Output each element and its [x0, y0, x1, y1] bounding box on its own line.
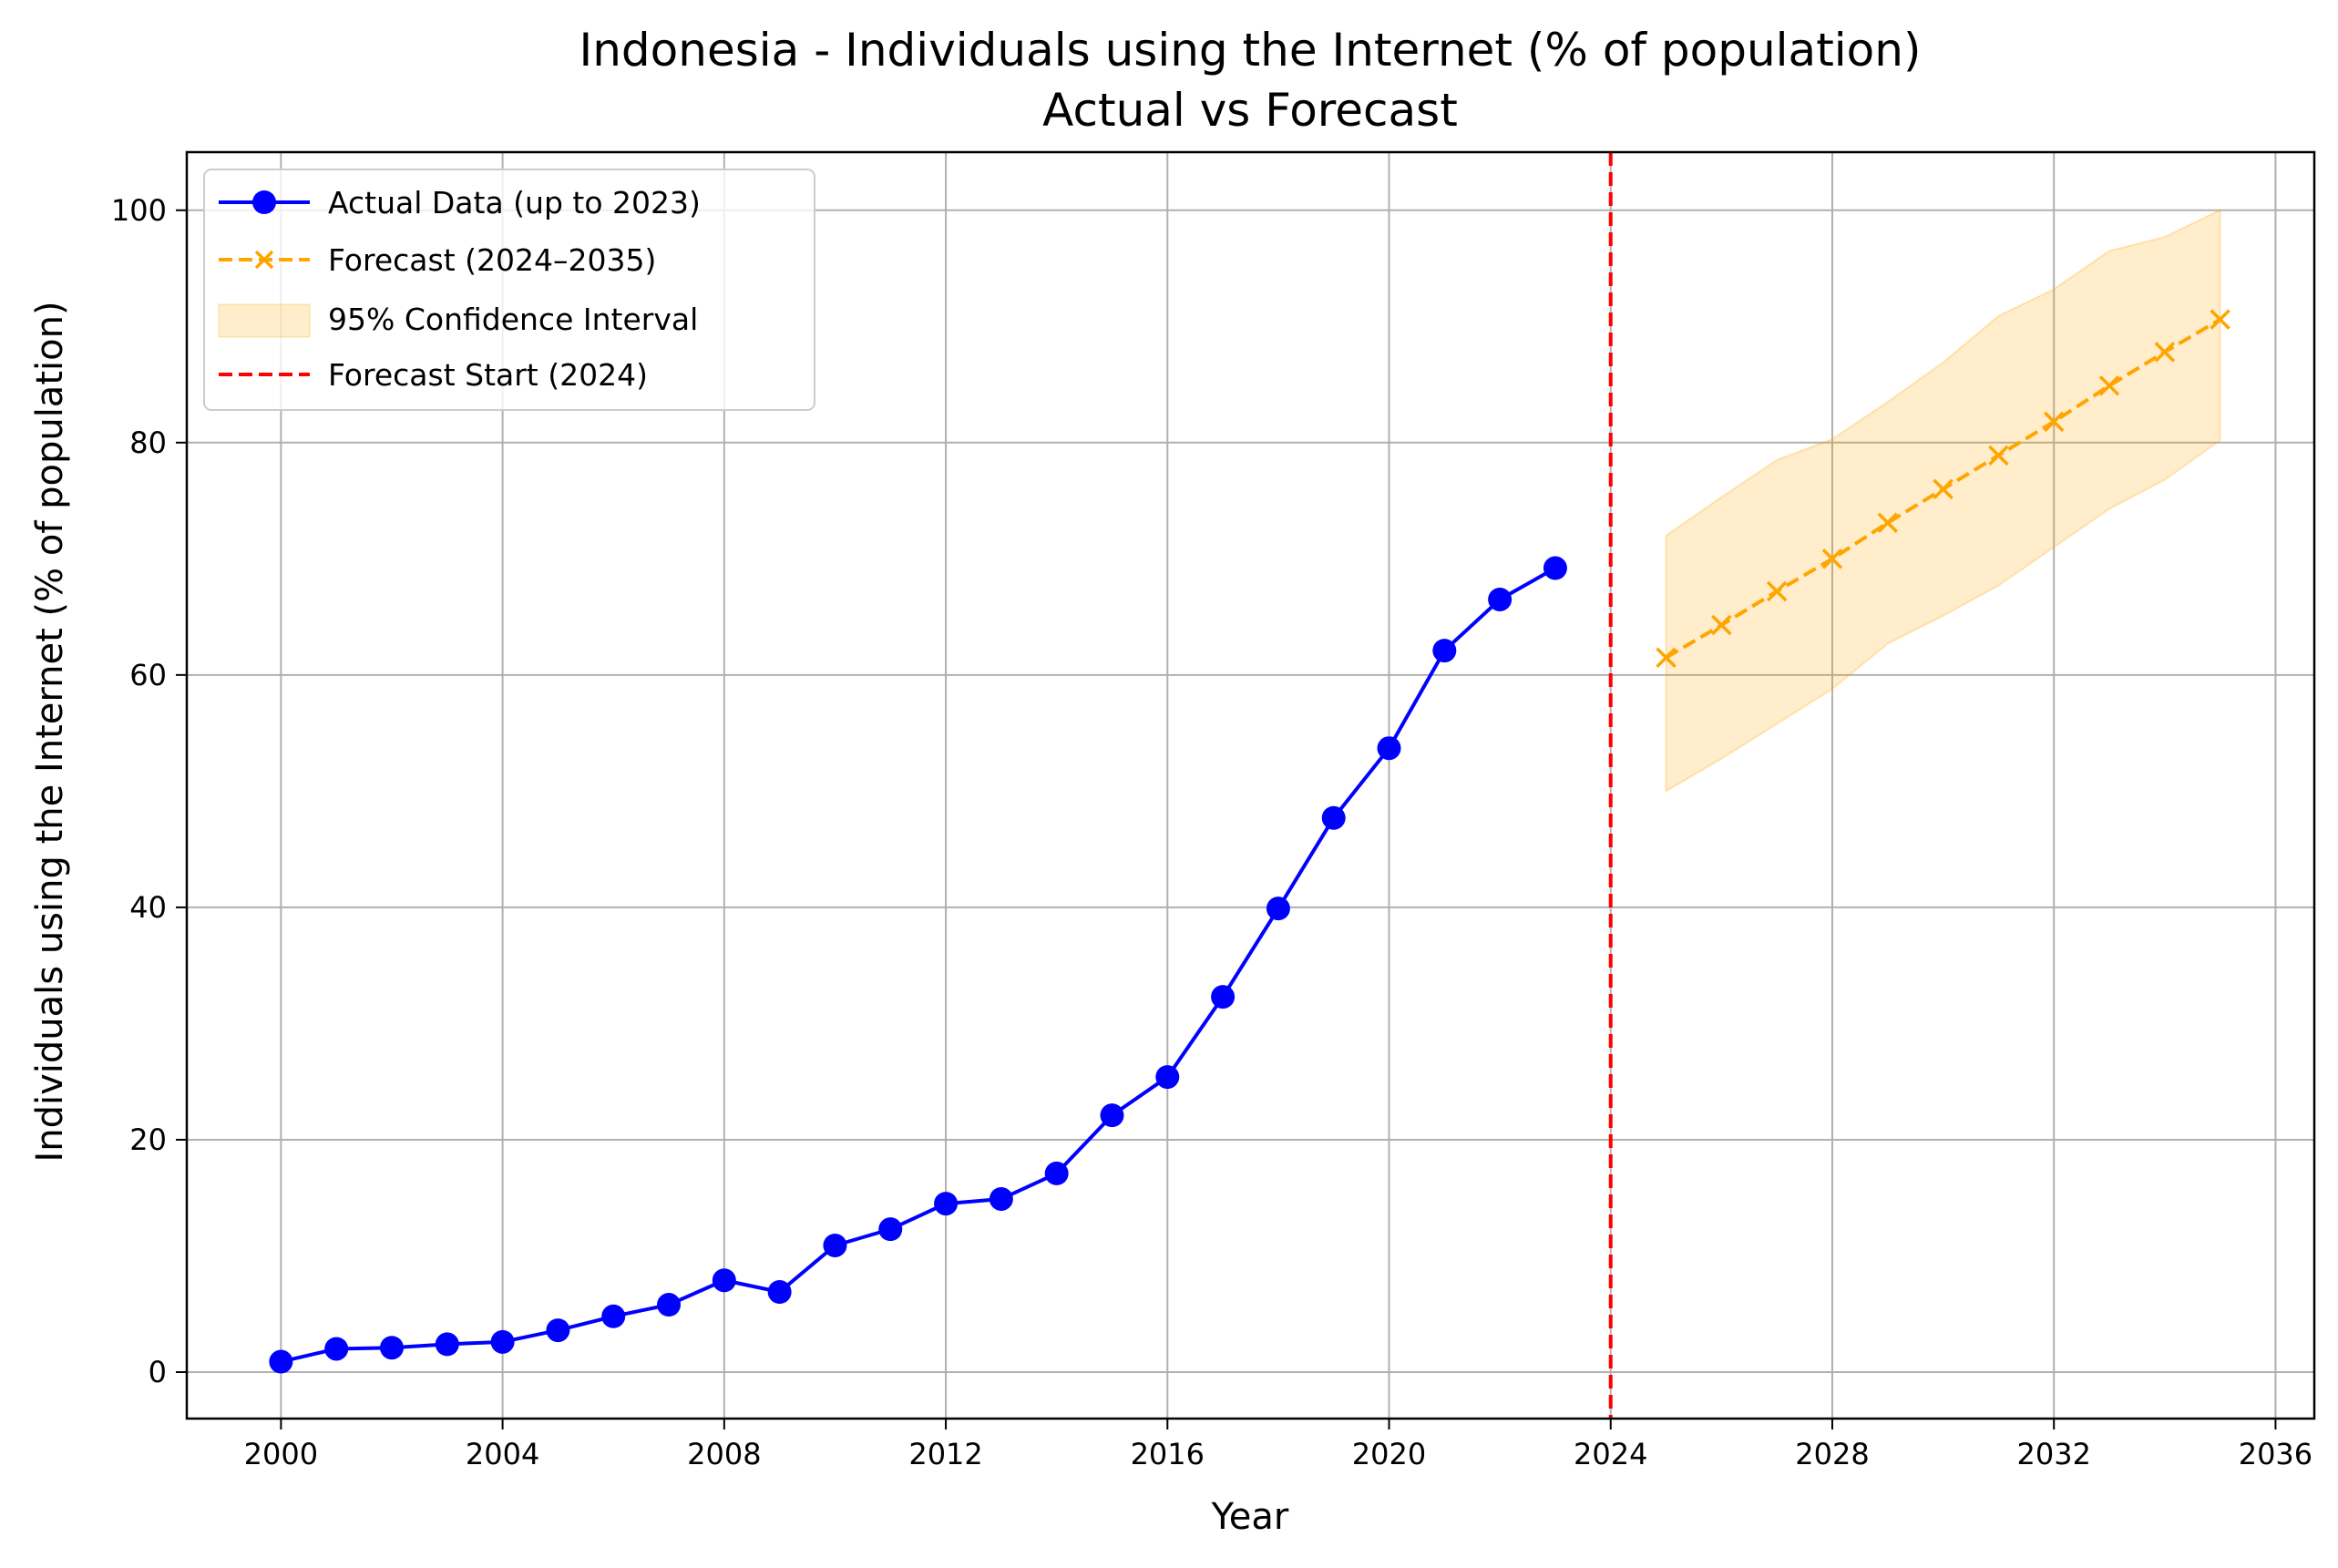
y-tick-label: 0 [149, 1355, 167, 1389]
x-tick-label: 2024 [1574, 1437, 1647, 1471]
actual-data-point [490, 1329, 515, 1354]
forecast-data-point [1821, 548, 1843, 569]
forecast-data-point [2154, 342, 2176, 363]
x-tick-label: 2000 [244, 1437, 318, 1471]
actual-data-point [1432, 639, 1457, 663]
x-tick-label: 2036 [2239, 1437, 2312, 1471]
confidence-band-layer [1665, 209, 2221, 794]
actual-data-point [379, 1336, 404, 1360]
forecast-data-point [2098, 375, 2120, 396]
actual-data-point [823, 1233, 847, 1257]
actual-data-point [546, 1318, 570, 1343]
forecast-data-point [1933, 478, 1953, 500]
x-tick-label: 2004 [466, 1437, 539, 1471]
actual-data-point [712, 1268, 736, 1293]
confidence-band [1665, 209, 2221, 794]
legend-actual-marker-icon [252, 190, 276, 214]
x-tick-label: 2012 [908, 1437, 982, 1471]
legend: Actual Data (up to 2023) Forecast (2024–… [203, 169, 815, 411]
actual-data-point [1488, 587, 1513, 611]
forecast-data-point [1656, 647, 1677, 668]
actual-data-point [1211, 985, 1236, 1009]
actual-data-point [934, 1192, 959, 1216]
actual-data-point [767, 1280, 792, 1304]
forecast-data-point [1766, 580, 1788, 602]
y-tick-label: 40 [129, 890, 167, 925]
y-tick-label: 60 [129, 658, 167, 692]
x-tick-label: 2016 [1131, 1437, 1205, 1471]
x-tick-label: 2028 [1795, 1437, 1869, 1471]
actual-data-point [435, 1332, 459, 1357]
legend-label-actual: Actual Data (up to 2023) [328, 185, 701, 220]
legend-label-forecast: Forecast (2024–2035) [328, 242, 656, 278]
forecast-data-point [1711, 614, 1732, 636]
actual-data-point [657, 1293, 682, 1317]
legend-confidence-swatch-icon [218, 303, 311, 338]
series-layer [269, 309, 2230, 1374]
x-axis-label: Year [1211, 1496, 1289, 1538]
x-tick-label: 2008 [687, 1437, 761, 1471]
y-tick-label: 20 [129, 1122, 167, 1157]
actual-data-point [269, 1349, 293, 1374]
forecast-data-point [1988, 445, 2009, 466]
actual-data-point [1100, 1103, 1124, 1128]
actual-data-point [601, 1304, 626, 1328]
forecast-data-point [2210, 309, 2230, 330]
actual-data-point [1377, 736, 1401, 761]
forecast-data-point [1877, 512, 1899, 534]
legend-forecast-x-marker-icon [254, 250, 274, 270]
actual-data-point [1044, 1161, 1069, 1185]
legend-label-confidence: 95% Confidence Interval [328, 302, 698, 337]
x-tick-label: 2032 [2016, 1437, 2090, 1471]
actual-data-point [1155, 1065, 1180, 1090]
y-tick-label: 100 [111, 193, 167, 228]
forecast-data-point [2043, 411, 2065, 433]
axis-ticks: 2000 2004 2008 2012 2016 2020 2024 2028 2032 2036… [111, 193, 2312, 1471]
chart-title: Indonesia - Individuals using the Intern… [579, 24, 1922, 77]
y-tick-label: 80 [129, 425, 167, 460]
x-tick-label: 2020 [1352, 1437, 1426, 1471]
actual-data-point [878, 1217, 903, 1242]
y-axis-label: Individuals using the Internet (% of pop… [29, 301, 71, 1162]
legend-label-forecast-start: Forecast Start (2024) [328, 357, 648, 393]
chart-subtitle: Actual vs Forecast [1042, 84, 1458, 137]
actual-data-point [1266, 897, 1290, 921]
actual-data-point [324, 1337, 349, 1361]
plot-area-frame [185, 150, 2316, 1420]
actual-data-point [1321, 805, 1346, 830]
legend-box [203, 169, 815, 411]
actual-data-point [1543, 556, 1567, 580]
actual-data-point [989, 1186, 1013, 1211]
